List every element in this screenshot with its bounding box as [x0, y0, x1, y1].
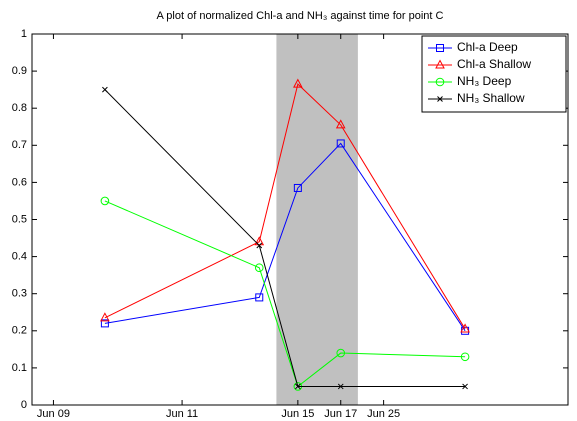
- x-tick-label: Jun 17: [324, 408, 357, 420]
- legend-marker: [437, 96, 443, 102]
- series-line: [104, 83, 466, 330]
- x-tick-label: Jun 25: [367, 408, 400, 420]
- shaded-region: [276, 34, 358, 405]
- legend-marker: [435, 77, 445, 87]
- y-tick-label: 0.3: [12, 288, 27, 300]
- y-tick-label: 0.2: [12, 325, 27, 337]
- y-tick-label: 0.5: [12, 213, 27, 225]
- data-point: [254, 263, 264, 273]
- legend-label: Chl-a Shallow: [457, 57, 531, 71]
- data-point: [100, 319, 109, 328]
- data-point: [255, 293, 264, 302]
- data-point: [336, 139, 345, 148]
- data-point: [102, 86, 108, 93]
- y-tick-label: 0.4: [12, 251, 27, 263]
- data-point: [295, 383, 301, 390]
- y-tick-label: 1: [21, 28, 27, 40]
- legend-label: NH₃ Shallow: [457, 91, 525, 105]
- data-point: [256, 242, 263, 249]
- y-tick-label: 0.9: [12, 65, 27, 77]
- y-tick-label: 0: [21, 399, 27, 411]
- legend-marker: [435, 59, 445, 69]
- series-line: [104, 142, 466, 332]
- data-point: [100, 312, 110, 322]
- data-point: [293, 78, 303, 88]
- legend-label: Chl-a Deep: [457, 40, 518, 54]
- data-point: [336, 348, 346, 358]
- data-point: [460, 352, 470, 362]
- y-tick-label: 0.7: [12, 139, 27, 151]
- y-tick-label: 0.6: [12, 176, 27, 188]
- x-tick-label: Jun 09: [37, 408, 70, 420]
- legend-label: NH₃ Deep: [457, 74, 512, 88]
- data-point: [462, 383, 468, 390]
- data-point: [337, 383, 344, 390]
- data-point: [460, 323, 470, 333]
- x-tick-label: Jun 15: [281, 408, 314, 420]
- y-tick-label: 0.8: [12, 102, 27, 114]
- data-point: [293, 183, 302, 192]
- y-tick-label: 0.1: [12, 362, 27, 374]
- x-tick-label: Jun 11: [166, 408, 198, 420]
- data-point: [335, 119, 346, 129]
- chart-title: A plot of normalized Chl-a and NH₃ again…: [157, 10, 444, 22]
- legend-marker: [436, 44, 444, 52]
- data-point: [100, 196, 110, 206]
- axes-box: [31, 33, 569, 406]
